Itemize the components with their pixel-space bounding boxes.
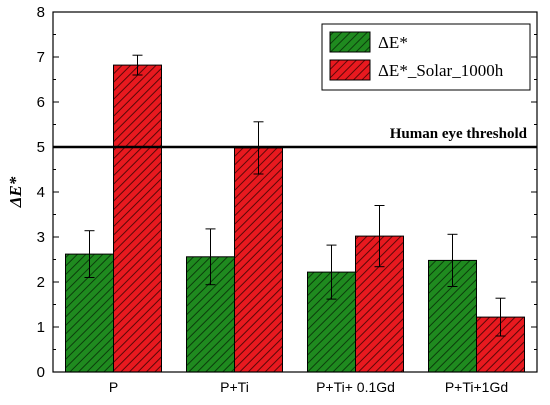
y-tick-label: 8 bbox=[37, 4, 45, 21]
x-tick-label-0: P bbox=[109, 379, 118, 395]
threshold-label: Human eye threshold bbox=[390, 126, 528, 142]
y-tick-label: 6 bbox=[37, 94, 45, 111]
y-tick-label: 4 bbox=[37, 184, 45, 201]
x-tick-label-1: P+Ti bbox=[220, 379, 249, 395]
bars bbox=[65, 54, 525, 373]
legend-label-0: ΔE* bbox=[378, 33, 408, 52]
y-axis-label: ΔE* bbox=[6, 176, 25, 208]
legend-swatch-1 bbox=[329, 59, 371, 81]
y-tick-label: 3 bbox=[37, 229, 45, 246]
bar-solar-1000h-1 bbox=[234, 147, 283, 373]
legend-swatch-0 bbox=[329, 31, 371, 53]
bar-solar-1000h-0 bbox=[113, 64, 162, 373]
y-tick-label: 7 bbox=[37, 49, 45, 66]
y-tick-label: 0 bbox=[37, 364, 45, 381]
x-tick-label-3: P+Ti+1Gd bbox=[445, 379, 508, 395]
x-tick-label-2: P+Ti+ 0.1Gd bbox=[316, 379, 395, 395]
y-tick-label: 2 bbox=[37, 274, 45, 291]
y-tick-label: 5 bbox=[37, 139, 45, 156]
y-tick-label: 1 bbox=[37, 319, 45, 336]
axes: 0 1 2 3 4 5 6 7 8 P P+Ti P+Ti+ 0.1Gd P+Ti+1Gd ΔE* bbox=[6, 4, 538, 395]
legend: ΔE* ΔE*_Solar_1000h bbox=[321, 23, 531, 91]
legend-label-1: ΔE*_Solar_1000h bbox=[378, 61, 504, 80]
threshold: Human eye threshold bbox=[53, 126, 537, 149]
